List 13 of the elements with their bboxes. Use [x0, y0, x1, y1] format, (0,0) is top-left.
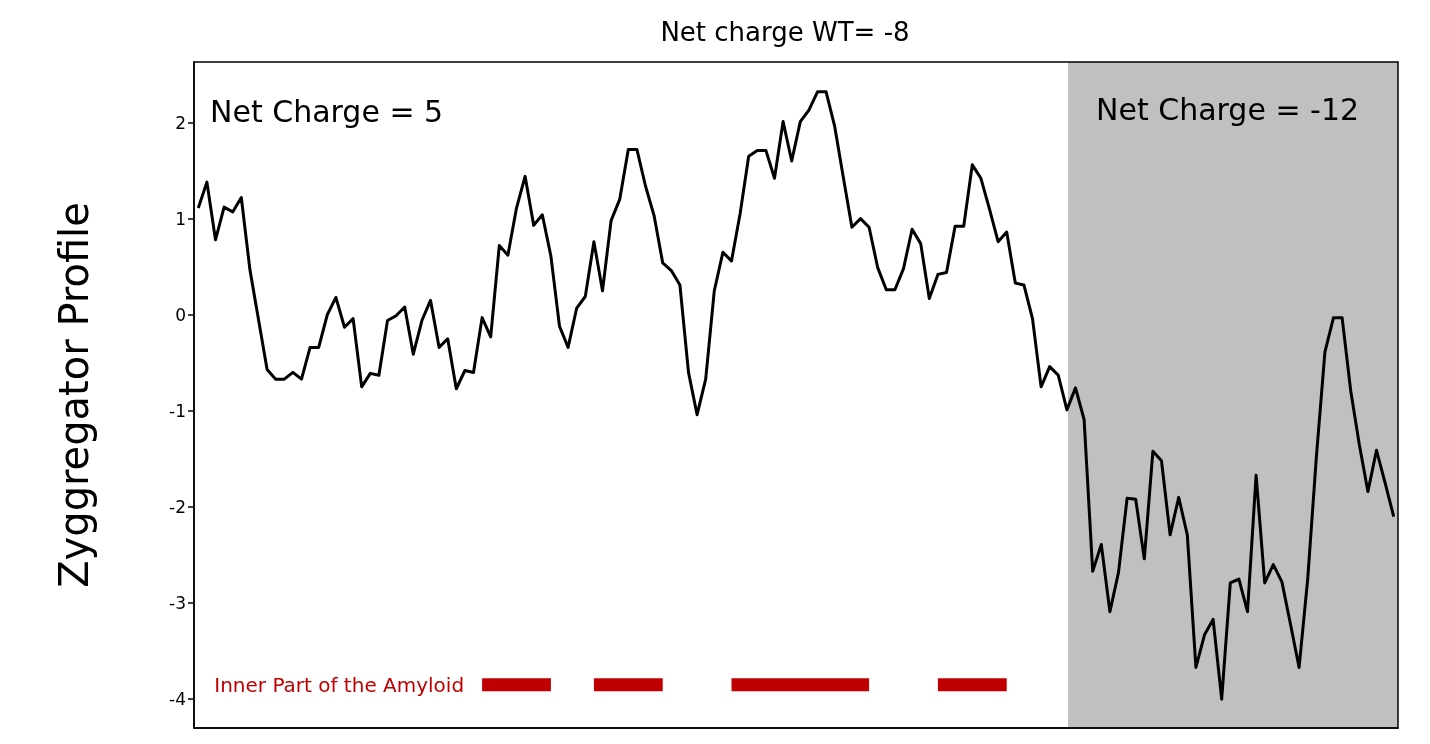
annotation: Net Charge = -12 — [1096, 91, 1360, 127]
y-tick-label: -3 — [169, 593, 186, 614]
y-tick-label: -1 — [169, 400, 186, 421]
annotation: Net Charge = 5 — [210, 93, 444, 129]
line-series — [196, 90, 1396, 701]
y-tick-label: 1 — [175, 208, 186, 229]
y-tick-label: -2 — [169, 496, 186, 517]
y-tick-label: 2 — [175, 112, 186, 133]
y-tick-label: -4 — [169, 689, 186, 710]
y-tick-label: 0 — [175, 304, 186, 325]
chart-title: Net charge WT= -8 — [660, 17, 910, 47]
series-label: Inner Part of the Amyloid — [214, 672, 465, 697]
y-axis-title: Zyggregator Profile — [51, 202, 97, 588]
